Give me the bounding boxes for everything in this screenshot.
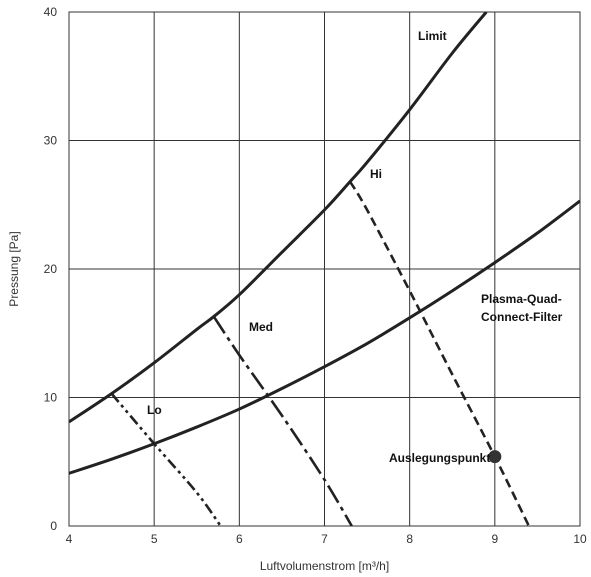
tick-layer: 4 5 6 7 8 9 10 0 10 20 30 40 <box>44 5 587 546</box>
y-tick-label: 30 <box>44 134 58 148</box>
y-tick-label: 20 <box>44 262 58 276</box>
y-axis-label: Pressung [Pa] <box>7 231 21 306</box>
series-layer <box>69 12 580 526</box>
grid <box>68 11 581 527</box>
curve-label-filter: Plasma-Quad- <box>481 292 562 306</box>
series-line-hi <box>348 180 531 526</box>
x-tick-label: 6 <box>236 532 243 546</box>
x-tick-label: 8 <box>406 532 413 546</box>
x-tick-label: 9 <box>491 532 498 546</box>
curve-label-med: Med <box>249 320 273 334</box>
y-tick-label: 40 <box>44 5 58 19</box>
x-tick-label: 4 <box>66 532 73 546</box>
plot-frame <box>68 11 581 527</box>
series-line-limit <box>69 12 488 424</box>
x-tick-label: 10 <box>573 532 587 546</box>
y-tick-label: 10 <box>44 391 58 405</box>
curve-label-hi: Hi <box>370 167 382 181</box>
x-tick-label: 5 <box>151 532 158 546</box>
label-layer: Limit Plasma-Quad- Connect-Filter Lo Med Hi Au… <box>147 29 563 465</box>
x-tick-label: 7 <box>321 532 328 546</box>
series-line-med <box>212 315 353 526</box>
x-axis-label: Luftvolumenstrom [m³/h] <box>260 559 389 573</box>
series-line-lo <box>110 392 222 526</box>
design-point-label: Auslegungspunkt <box>389 451 490 465</box>
design-point-marker <box>488 450 502 464</box>
y-tick-label: 0 <box>50 519 57 533</box>
curve-label-filter: Connect-Filter <box>481 310 563 324</box>
curve-label-limit: Limit <box>418 29 447 43</box>
curve-label-lo: Lo <box>147 403 162 417</box>
